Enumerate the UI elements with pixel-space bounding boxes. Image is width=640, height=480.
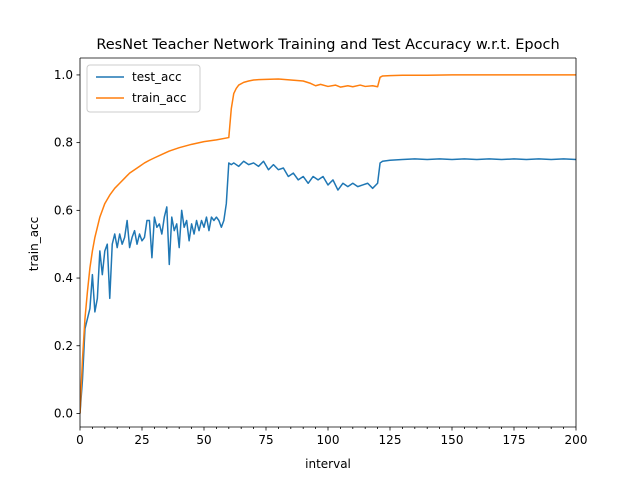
x-tick-label: 175 (503, 433, 526, 447)
x-tick-label: 125 (379, 433, 402, 447)
x-tick-label: 75 (258, 433, 273, 447)
x-tick-label: 50 (196, 433, 211, 447)
x-tick-label: 0 (76, 433, 84, 447)
chart-title: ResNet Teacher Network Training and Test… (96, 37, 559, 53)
x-tick-label: 25 (134, 433, 149, 447)
x-axis-label: interval (305, 457, 351, 471)
y-tick-label: 0.0 (54, 406, 73, 420)
y-tick-label: 0.6 (54, 203, 73, 217)
x-tick-label: 150 (441, 433, 464, 447)
y-tick-label: 1.0 (54, 68, 73, 82)
legend-label-train_acc: train_acc (132, 91, 186, 105)
legend-label-test_acc: test_acc (132, 70, 182, 84)
x-tick-label: 200 (565, 433, 588, 447)
y-tick-label: 0.4 (54, 271, 73, 285)
series-line-train_acc (80, 74, 576, 414)
series-line-test_acc (80, 158, 576, 414)
y-axis-label: train_acc (27, 217, 41, 271)
x-tick-label: 100 (317, 433, 340, 447)
plot-area: 0 25 50 75 100 125 150 175 200 0.0 0.2 0.4 0.6 0.8 1.0… (54, 57, 588, 447)
y-tick-label: 0.8 (54, 136, 73, 150)
y-tick-label: 0.2 (54, 339, 73, 353)
